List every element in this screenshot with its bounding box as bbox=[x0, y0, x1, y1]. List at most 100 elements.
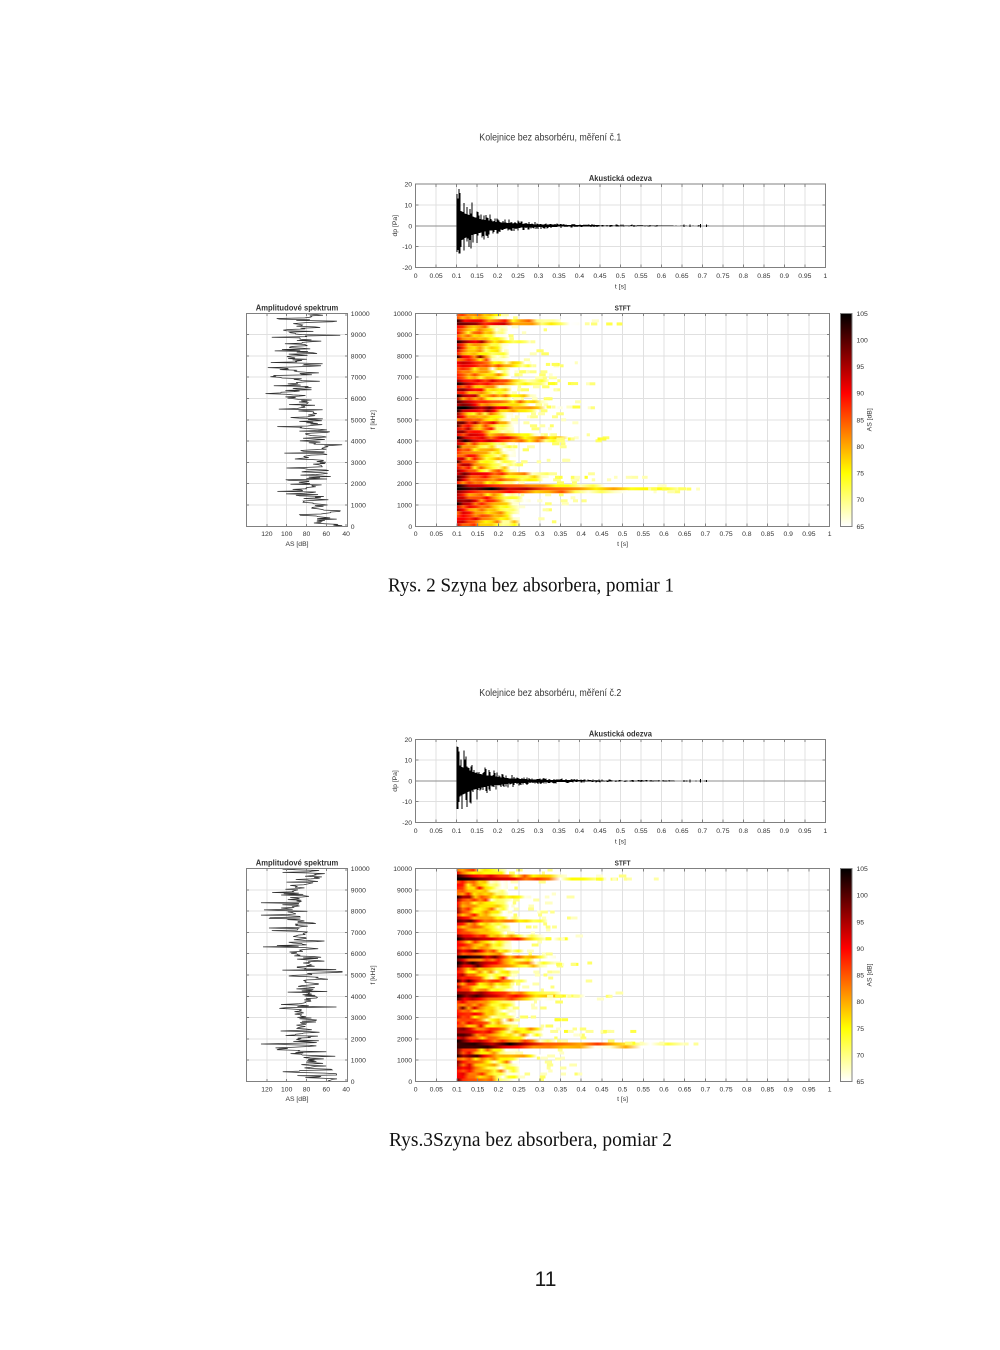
svg-text:0: 0 bbox=[351, 1079, 355, 1086]
svg-text:6000: 6000 bbox=[397, 951, 412, 958]
svg-text:5000: 5000 bbox=[397, 417, 412, 424]
svg-text:90: 90 bbox=[857, 391, 865, 398]
svg-text:9000: 9000 bbox=[351, 332, 366, 339]
svg-text:0.25: 0.25 bbox=[512, 1086, 525, 1093]
svg-text:0.05: 0.05 bbox=[429, 273, 442, 280]
svg-text:0.7: 0.7 bbox=[698, 273, 708, 280]
svg-text:0.55: 0.55 bbox=[637, 531, 650, 538]
svg-text:0.1: 0.1 bbox=[452, 531, 462, 538]
svg-text:STFT: STFT bbox=[615, 859, 631, 868]
svg-text:70: 70 bbox=[857, 497, 865, 504]
svg-text:0.45: 0.45 bbox=[593, 273, 606, 280]
svg-text:105: 105 bbox=[857, 311, 869, 318]
svg-text:0.4: 0.4 bbox=[576, 531, 586, 538]
svg-text:3000: 3000 bbox=[351, 1015, 366, 1022]
svg-text:9000: 9000 bbox=[351, 887, 366, 894]
svg-text:1000: 1000 bbox=[351, 1058, 366, 1065]
svg-text:f [kHz]: f [kHz] bbox=[370, 965, 377, 984]
svg-text:120: 120 bbox=[261, 531, 273, 538]
svg-text:0.35: 0.35 bbox=[552, 273, 565, 280]
svg-text:0.1: 0.1 bbox=[452, 273, 462, 280]
svg-text:0.1: 0.1 bbox=[452, 1086, 462, 1093]
svg-text:Kolejnice bez absorbéru, měřen: Kolejnice bez absorbéru, měření č.2 bbox=[479, 688, 621, 699]
svg-text:0.35: 0.35 bbox=[552, 828, 565, 835]
svg-text:0.75: 0.75 bbox=[719, 1086, 732, 1093]
svg-text:3000: 3000 bbox=[351, 460, 366, 467]
svg-text:40: 40 bbox=[342, 531, 350, 538]
svg-text:0.4: 0.4 bbox=[575, 828, 585, 835]
svg-text:0.75: 0.75 bbox=[716, 828, 729, 835]
svg-text:1: 1 bbox=[828, 1086, 832, 1093]
svg-text:80: 80 bbox=[303, 531, 311, 538]
svg-text:t [s]: t [s] bbox=[615, 839, 626, 846]
svg-text:8000: 8000 bbox=[351, 353, 366, 360]
svg-text:0.8: 0.8 bbox=[742, 531, 752, 538]
svg-text:60: 60 bbox=[323, 1086, 331, 1093]
svg-text:9000: 9000 bbox=[397, 332, 412, 339]
svg-text:0.2: 0.2 bbox=[494, 531, 504, 538]
svg-text:9000: 9000 bbox=[397, 887, 412, 894]
svg-text:0.2: 0.2 bbox=[493, 828, 503, 835]
svg-text:0.95: 0.95 bbox=[798, 828, 811, 835]
svg-text:0.15: 0.15 bbox=[470, 273, 483, 280]
svg-text:0: 0 bbox=[408, 223, 412, 230]
svg-text:85: 85 bbox=[857, 417, 865, 424]
svg-text:10: 10 bbox=[405, 758, 413, 765]
svg-text:0: 0 bbox=[408, 1079, 412, 1086]
svg-text:100: 100 bbox=[857, 337, 869, 344]
svg-text:5000: 5000 bbox=[351, 973, 366, 980]
svg-text:0.2: 0.2 bbox=[493, 273, 503, 280]
svg-text:2000: 2000 bbox=[397, 481, 412, 488]
svg-text:70: 70 bbox=[857, 1052, 865, 1059]
svg-text:95: 95 bbox=[857, 919, 865, 926]
svg-text:100: 100 bbox=[857, 893, 869, 900]
svg-text:0.5: 0.5 bbox=[616, 273, 626, 280]
svg-text:AS [dB]: AS [dB] bbox=[285, 541, 308, 548]
svg-text:0.15: 0.15 bbox=[471, 531, 484, 538]
svg-text:4000: 4000 bbox=[397, 439, 412, 446]
svg-text:7000: 7000 bbox=[397, 375, 412, 382]
svg-text:0.25: 0.25 bbox=[511, 828, 524, 835]
svg-text:dp [Pa]: dp [Pa] bbox=[392, 770, 399, 792]
svg-text:0: 0 bbox=[414, 273, 418, 280]
svg-text:3000: 3000 bbox=[397, 1015, 412, 1022]
svg-text:0: 0 bbox=[414, 531, 418, 538]
svg-text:8000: 8000 bbox=[351, 909, 366, 916]
svg-text:0.5: 0.5 bbox=[616, 828, 626, 835]
svg-text:0.3: 0.3 bbox=[534, 273, 544, 280]
svg-text:2000: 2000 bbox=[351, 481, 366, 488]
svg-text:0.25: 0.25 bbox=[512, 531, 525, 538]
svg-text:0.35: 0.35 bbox=[554, 531, 567, 538]
svg-text:8000: 8000 bbox=[397, 353, 412, 360]
svg-text:0.05: 0.05 bbox=[430, 1086, 443, 1093]
svg-text:AS [dB]: AS [dB] bbox=[867, 963, 874, 986]
svg-text:-10: -10 bbox=[402, 799, 412, 806]
svg-text:0.05: 0.05 bbox=[430, 531, 443, 538]
svg-text:0.65: 0.65 bbox=[678, 1086, 691, 1093]
svg-text:0.85: 0.85 bbox=[761, 531, 774, 538]
svg-text:10000: 10000 bbox=[351, 311, 370, 318]
svg-text:2000: 2000 bbox=[397, 1036, 412, 1043]
svg-text:0.65: 0.65 bbox=[678, 531, 691, 538]
svg-text:40: 40 bbox=[342, 1086, 350, 1093]
svg-text:7000: 7000 bbox=[397, 930, 412, 937]
svg-text:dp [Pa]: dp [Pa] bbox=[392, 215, 399, 237]
svg-text:0.05: 0.05 bbox=[429, 828, 442, 835]
svg-text:Akustická odezva: Akustická odezva bbox=[589, 729, 653, 738]
svg-text:0.65: 0.65 bbox=[675, 828, 688, 835]
svg-text:0.45: 0.45 bbox=[593, 828, 606, 835]
svg-text:8000: 8000 bbox=[397, 909, 412, 916]
svg-text:80: 80 bbox=[857, 444, 865, 451]
svg-text:0.7: 0.7 bbox=[701, 531, 711, 538]
svg-text:0.85: 0.85 bbox=[761, 1086, 774, 1093]
svg-text:7000: 7000 bbox=[351, 375, 366, 382]
svg-text:1: 1 bbox=[823, 273, 827, 280]
svg-text:0.6: 0.6 bbox=[657, 273, 667, 280]
svg-text:0.2: 0.2 bbox=[494, 1086, 504, 1093]
svg-text:0.9: 0.9 bbox=[783, 1086, 793, 1093]
svg-text:5000: 5000 bbox=[351, 417, 366, 424]
svg-text:0.5: 0.5 bbox=[618, 531, 628, 538]
svg-text:Kolejnice bez absorbéru, měřen: Kolejnice bez absorbéru, měření č.1 bbox=[479, 133, 621, 144]
svg-text:0: 0 bbox=[408, 778, 412, 785]
svg-text:-10: -10 bbox=[402, 244, 412, 251]
